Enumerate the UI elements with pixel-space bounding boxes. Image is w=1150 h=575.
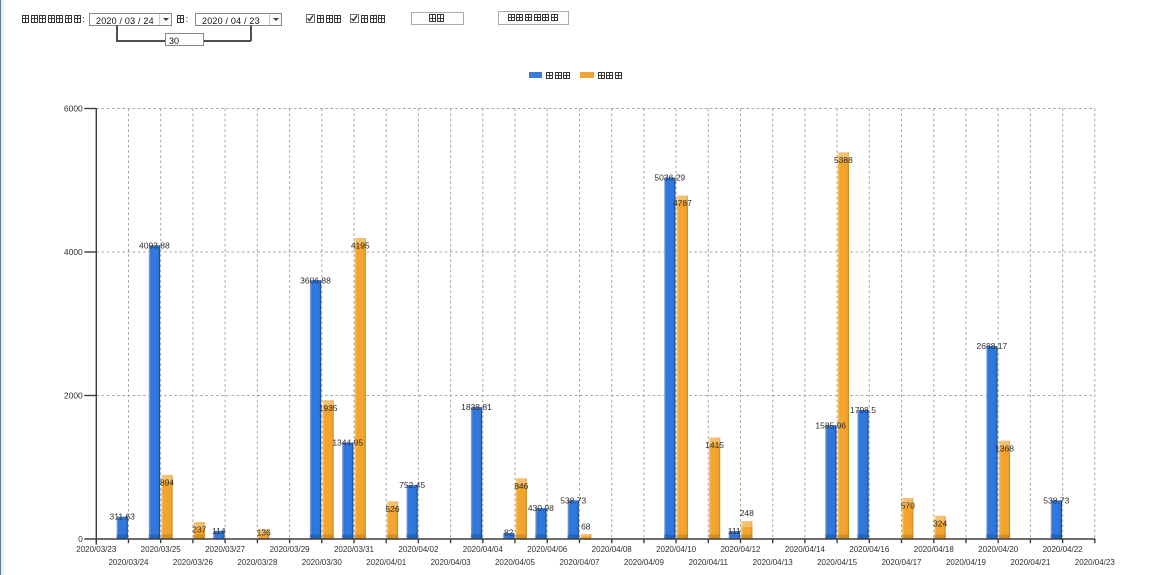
svg-text:2020/04/23: 2020/04/23 <box>1075 558 1116 567</box>
svg-text:2020/04/09: 2020/04/09 <box>624 558 665 567</box>
svg-text:894: 894 <box>160 478 174 488</box>
svg-text:237: 237 <box>192 525 206 535</box>
svg-text:2020/04/20: 2020/04/20 <box>978 545 1019 554</box>
svg-text:2020/04/06: 2020/04/06 <box>527 545 568 554</box>
svg-text:4195: 4195 <box>351 241 370 251</box>
svg-text:114: 114 <box>212 526 226 536</box>
svg-text:5036.29: 5036.29 <box>654 173 685 183</box>
svg-text:2020/04/16: 2020/04/16 <box>849 545 890 554</box>
svg-text:2020/04/18: 2020/04/18 <box>914 545 955 554</box>
svg-text:3606.88: 3606.88 <box>300 275 331 285</box>
svg-text:2020/03/24: 2020/03/24 <box>108 558 149 567</box>
svg-text:82: 82 <box>504 528 514 538</box>
svg-text:1838.81: 1838.81 <box>461 402 492 412</box>
svg-text:2020/04/17: 2020/04/17 <box>881 558 922 567</box>
svg-text:68: 68 <box>581 522 591 532</box>
svg-text:1935: 1935 <box>319 403 338 413</box>
svg-text:538.73: 538.73 <box>560 495 586 505</box>
svg-text:1415: 1415 <box>705 440 724 450</box>
svg-text:1585.96: 1585.96 <box>815 420 846 430</box>
svg-text:2020/04/05: 2020/04/05 <box>495 558 536 567</box>
svg-text:2020/04/19: 2020/04/19 <box>946 558 987 567</box>
svg-text:2020/04/01: 2020/04/01 <box>366 558 407 567</box>
svg-text:2020/03/23: 2020/03/23 <box>76 545 117 554</box>
svg-text:2020/03/26: 2020/03/26 <box>173 558 214 567</box>
svg-text:2020/04/14: 2020/04/14 <box>785 545 826 554</box>
svg-text:2020/04/08: 2020/04/08 <box>592 545 633 554</box>
svg-text:2020/04/12: 2020/04/12 <box>720 545 761 554</box>
svg-text:2020/04/03: 2020/04/03 <box>431 558 472 567</box>
svg-text:1344.95: 1344.95 <box>332 438 363 448</box>
svg-text:0: 0 <box>78 534 83 544</box>
svg-text:2020/04/11: 2020/04/11 <box>689 558 729 567</box>
svg-text:2020/04/22: 2020/04/22 <box>1043 545 1084 554</box>
svg-text:324: 324 <box>933 518 947 528</box>
svg-text:1368: 1368 <box>995 443 1014 453</box>
svg-text:2020/04/02: 2020/04/02 <box>398 545 439 554</box>
svg-text:2688.17: 2688.17 <box>977 341 1008 351</box>
svg-text:2020/04/13: 2020/04/13 <box>753 558 794 567</box>
svg-text:311.63: 311.63 <box>110 512 136 522</box>
svg-text:4093.88: 4093.88 <box>139 240 170 250</box>
svg-text:4000: 4000 <box>64 247 83 257</box>
svg-text:2020/04/07: 2020/04/07 <box>559 558 600 567</box>
svg-text:111: 111 <box>728 526 741 536</box>
svg-text:136: 136 <box>257 528 271 538</box>
svg-text:248: 248 <box>740 508 754 518</box>
svg-text:2020/03/27: 2020/03/27 <box>205 545 246 554</box>
svg-text:570: 570 <box>901 501 915 511</box>
svg-text:2020/03/25: 2020/03/25 <box>141 545 182 554</box>
svg-text:538.73: 538.73 <box>1043 495 1069 505</box>
svg-text:2020/03/30: 2020/03/30 <box>302 558 343 567</box>
svg-text:2020/04/04: 2020/04/04 <box>463 545 504 554</box>
svg-text:1798.5: 1798.5 <box>850 405 876 415</box>
svg-text:2020/04/10: 2020/04/10 <box>656 545 697 554</box>
svg-text:6000: 6000 <box>64 104 83 114</box>
svg-text:2020/03/28: 2020/03/28 <box>237 558 278 567</box>
svg-text:430.98: 430.98 <box>528 503 554 513</box>
svg-text:4787: 4787 <box>673 198 692 208</box>
svg-text:752.45: 752.45 <box>399 480 425 490</box>
svg-text:526: 526 <box>385 504 399 514</box>
svg-text:846: 846 <box>514 481 528 491</box>
svg-text:2020/03/29: 2020/03/29 <box>270 545 311 554</box>
svg-text:5388: 5388 <box>834 155 853 165</box>
svg-text:2020/04/21: 2020/04/21 <box>1010 558 1051 567</box>
svg-text:2020/03/31: 2020/03/31 <box>334 545 375 554</box>
svg-text:2000: 2000 <box>64 391 83 401</box>
svg-text:2020/04/15: 2020/04/15 <box>817 558 858 567</box>
